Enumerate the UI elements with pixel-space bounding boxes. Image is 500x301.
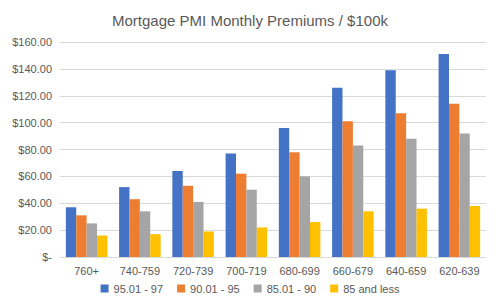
svg-text:680-699: 680-699 [279, 265, 319, 277]
svg-text:85 and less: 85 and less [343, 283, 400, 295]
svg-text:Mortgage PMI Monthly Premiums: Mortgage PMI Monthly Premiums / $100k [112, 12, 388, 29]
svg-text:620-639: 620-639 [439, 265, 479, 277]
svg-text:$20.00: $20.00 [18, 224, 52, 236]
svg-text:90.01 - 95: 90.01 - 95 [190, 283, 240, 295]
svg-text:$80.00: $80.00 [18, 144, 52, 156]
svg-text:$160.00: $160.00 [12, 36, 52, 48]
svg-text:$120.00: $120.00 [12, 90, 52, 102]
svg-text:85.01 - 90: 85.01 - 90 [267, 283, 317, 295]
svg-text:95.01 - 97: 95.01 - 97 [114, 283, 164, 295]
svg-text:720-739: 720-739 [173, 265, 213, 277]
svg-text:760+: 760+ [74, 265, 99, 277]
svg-text:740-759: 740-759 [120, 265, 160, 277]
svg-text:$100.00: $100.00 [12, 117, 52, 129]
svg-text:$-: $- [42, 251, 52, 263]
svg-text:640-659: 640-659 [386, 265, 426, 277]
svg-text:700-719: 700-719 [226, 265, 266, 277]
svg-text:$60.00: $60.00 [18, 170, 52, 182]
svg-text:$40.00: $40.00 [18, 197, 52, 209]
svg-text:$140.00: $140.00 [12, 63, 52, 75]
svg-text:660-679: 660-679 [333, 265, 373, 277]
